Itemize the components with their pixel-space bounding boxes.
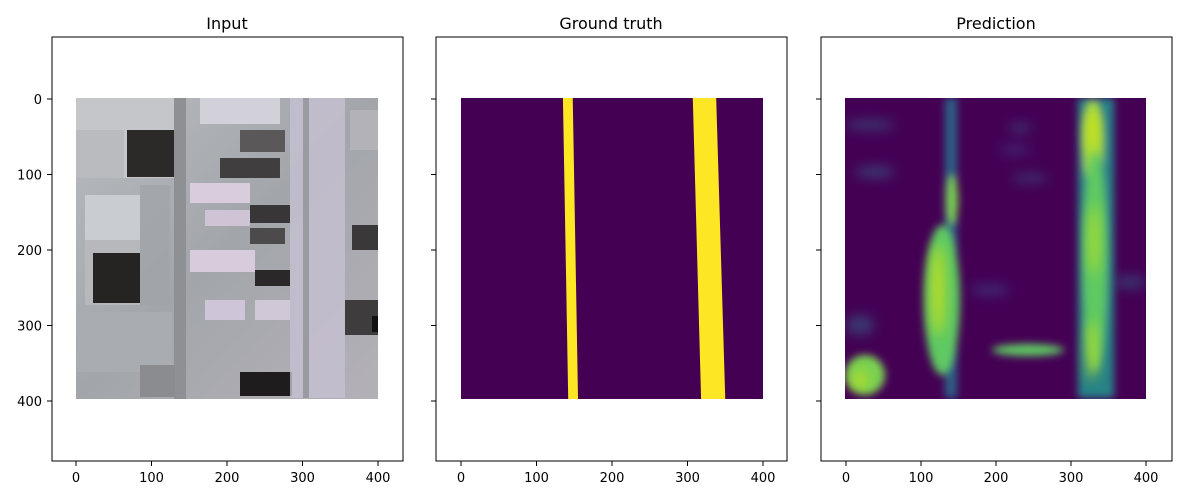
x-axis: 0 100 200 300 400 (457, 461, 776, 486)
x-tick-label: 300 (290, 471, 315, 486)
x-tick-label: 200 (600, 471, 625, 486)
y-tick-label: 200 (17, 244, 42, 259)
x-tick-label: 200 (984, 471, 1009, 486)
x-tick-label: 200 (215, 471, 240, 486)
y-axis: 0 100 200 300 400 (17, 93, 52, 410)
x-tick-label: 0 (72, 471, 80, 486)
x-tick-label: 100 (524, 471, 549, 486)
x-tick-label: 300 (1059, 471, 1084, 486)
panel-title: Prediction (956, 14, 1035, 33)
road-band (562, 98, 579, 399)
y-axis (431, 98, 436, 402)
road-band (692, 98, 726, 399)
aerial-image (76, 98, 378, 399)
x-axis: 0 100 200 300 400 (842, 461, 1159, 486)
y-tick-label: 300 (17, 320, 42, 335)
x-tick-label: 100 (139, 471, 164, 486)
y-tick-label: 0 (34, 93, 42, 108)
panel-ground-truth: Ground truth 0 100 200 300 400 (431, 14, 788, 486)
panel-input: Input (17, 14, 404, 486)
y-tick-label: 100 (17, 169, 42, 184)
x-tick-label: 400 (751, 471, 776, 486)
panel-title: Input (206, 14, 247, 33)
x-tick-label: 0 (457, 471, 465, 486)
x-tick-label: 100 (909, 471, 934, 486)
road-bands (562, 98, 726, 399)
y-axis (816, 98, 821, 402)
prediction-heatmap (845, 98, 1146, 399)
x-tick-label: 300 (675, 471, 700, 486)
x-axis: 0 100 200 300 400 (72, 461, 391, 486)
y-tick-label: 400 (17, 395, 42, 410)
panel-prediction: Prediction (816, 14, 1173, 486)
x-tick-label: 400 (366, 471, 391, 486)
panel-title: Ground truth (559, 14, 662, 33)
x-tick-label: 0 (842, 471, 850, 486)
x-tick-label: 400 (1134, 471, 1159, 486)
